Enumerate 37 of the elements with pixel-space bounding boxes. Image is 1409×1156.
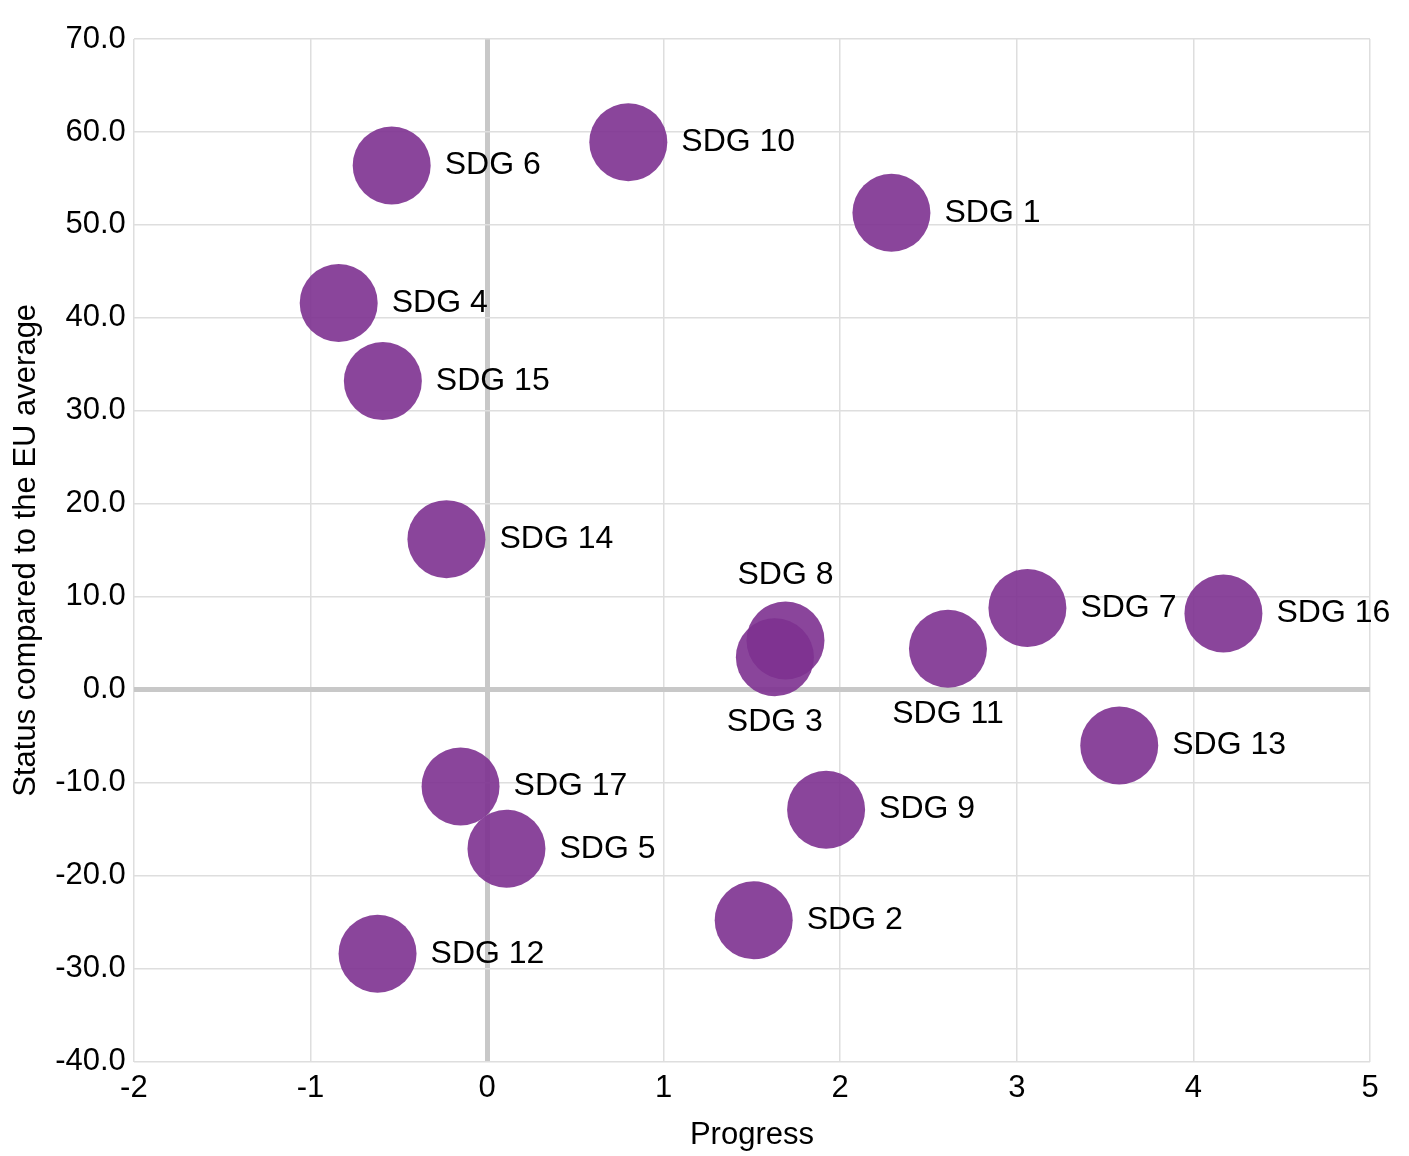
x-tick-label: -1 bbox=[296, 1068, 325, 1104]
x-tick-label: 0 bbox=[478, 1068, 496, 1104]
y-tick-label: 50.0 bbox=[65, 205, 126, 241]
y-tick-label: -30.0 bbox=[55, 949, 126, 985]
annotation: SDG 3 bbox=[726, 702, 823, 739]
x-tick-label: 1 bbox=[655, 1068, 673, 1104]
y-tick-label: -10.0 bbox=[55, 763, 126, 799]
y-tick-label: 40.0 bbox=[65, 298, 126, 334]
annotation: SDG 5 bbox=[559, 828, 656, 865]
y-tick-label: 20.0 bbox=[65, 484, 126, 520]
x-axis-title: Progress bbox=[689, 1115, 814, 1151]
x-tick-label: 5 bbox=[1361, 1068, 1379, 1104]
x-tick-label: 2 bbox=[831, 1068, 849, 1104]
annotation: SDG 14 bbox=[499, 518, 614, 555]
annotation: SDG 8 bbox=[737, 555, 834, 592]
y-tick-label: 10.0 bbox=[65, 577, 126, 613]
annotation: SDG 10 bbox=[681, 122, 796, 159]
y-axis-title: Status compared to the EU average bbox=[7, 303, 43, 797]
annotation: SDG 1 bbox=[944, 192, 1041, 229]
annotation: SDG 11 bbox=[892, 693, 1004, 730]
annotation: SDG 7 bbox=[1080, 587, 1177, 624]
y-tick-label: -20.0 bbox=[55, 856, 126, 892]
y-tick-label: 30.0 bbox=[65, 391, 126, 427]
annotation: SDG 6 bbox=[444, 145, 541, 182]
annotation: SDG 15 bbox=[435, 360, 550, 397]
annotation: SDG 16 bbox=[1276, 593, 1391, 630]
annotation: SDG 12 bbox=[430, 933, 545, 970]
annotation: SDG 4 bbox=[391, 282, 488, 319]
annotation: SDG 13 bbox=[1172, 725, 1287, 762]
x-tick-label: 4 bbox=[1184, 1068, 1203, 1104]
x-tick-label: 3 bbox=[1008, 1068, 1026, 1104]
y-tick-label: 60.0 bbox=[65, 112, 126, 148]
annotation: SDG 2 bbox=[806, 900, 903, 937]
y-tick-label: 0.0 bbox=[82, 670, 126, 706]
annotation: SDG 17 bbox=[513, 766, 628, 803]
annotation: SDG 9 bbox=[879, 789, 976, 826]
y-tick-label: 70.0 bbox=[65, 19, 126, 55]
